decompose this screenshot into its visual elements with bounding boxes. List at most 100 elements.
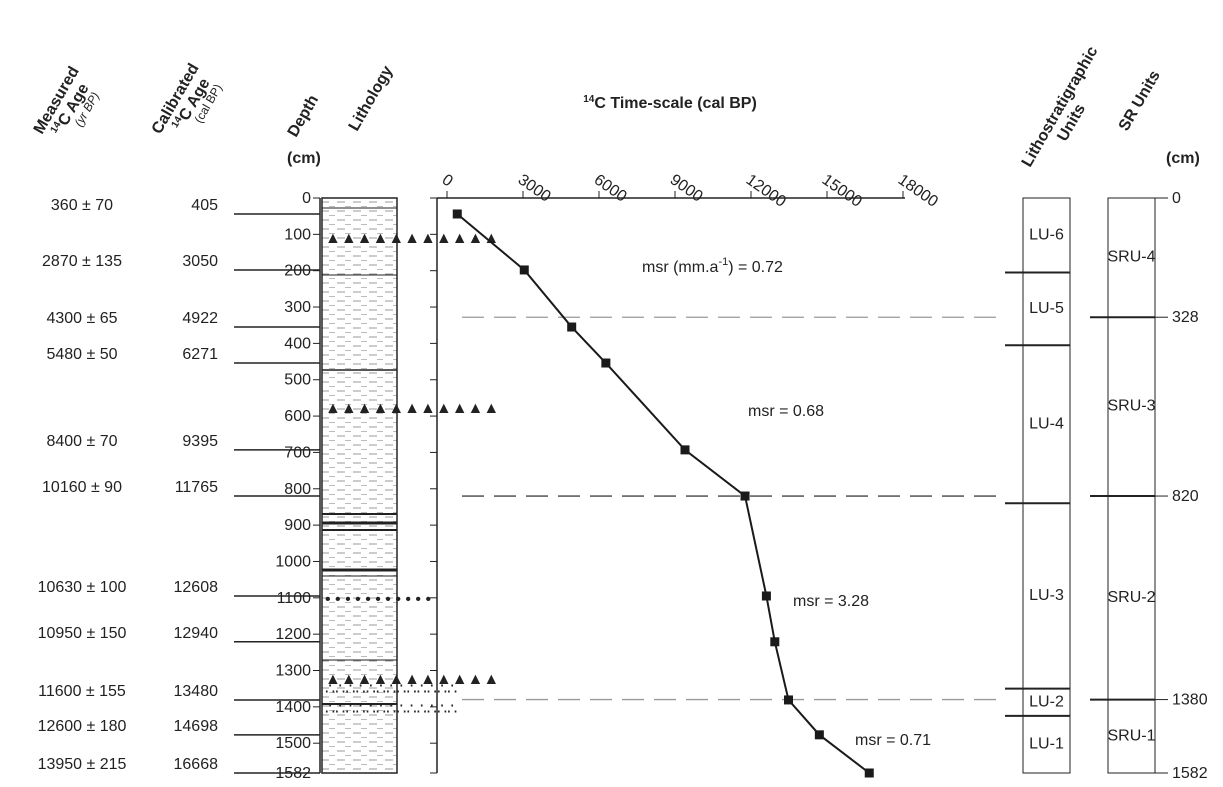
measured-age: 13950 ± 215: [38, 756, 127, 773]
lithology-beds: [322, 207, 397, 705]
symbol-row: ▲▲▲▲▲▲▲▲▲▲▲: [325, 230, 499, 247]
unit-label: SRU-1: [1107, 727, 1155, 744]
unit-label: LU-1: [1029, 735, 1064, 752]
annotation-text: msr (mm.a: [642, 259, 719, 276]
msr-annotation: msr = 0.68: [748, 403, 824, 420]
depth-tick-label: 1100: [277, 590, 312, 607]
symbol-row: ∴∴∴∴∴∴∴∴∴∴∴∴∴: [325, 701, 457, 718]
unit-label: LU-2: [1029, 693, 1064, 710]
age-point: [814, 730, 824, 740]
unit-label: SRU-2: [1107, 589, 1155, 606]
sr-unit: (cm): [1166, 150, 1200, 167]
depth-tick-label: 700: [284, 444, 311, 461]
measured-age: 10630 ± 100: [38, 579, 127, 596]
sr-boundary-label: 820: [1172, 488, 1199, 505]
unit-label: LU-4: [1029, 415, 1064, 432]
measured-age: 12600 ± 180: [38, 718, 127, 735]
age-point: [519, 265, 529, 275]
measured-age: 11600 ± 155: [38, 683, 126, 700]
age-depth-line: [456, 213, 870, 774]
calibrated-age: 3050: [182, 253, 218, 270]
depth-tick-label: 1400: [275, 699, 311, 716]
depth-tick-label: 900: [284, 517, 311, 534]
lithology-symbols: ▲▲▲▲▲▲▲▲▲▲▲ ▲▲▲▲▲▲▲▲▲▲▲ • • • • • • • • …: [325, 230, 499, 718]
x-tick-label: 3000: [515, 171, 554, 205]
calibrated-header: Calibrated 14C Age (cal BP): [149, 61, 225, 137]
x-tick-label: 12000: [743, 171, 789, 211]
age-point: [601, 358, 611, 368]
symbol-row: ▲▲▲▲▲▲▲▲▲▲▲: [325, 671, 499, 688]
unit-label: LU-3: [1029, 587, 1064, 604]
lithology-header: Lithology: [346, 63, 397, 134]
chart-title: 14C Time-scale (cal BP): [583, 94, 757, 112]
symbol-row: ▲▲▲▲▲▲▲▲▲▲▲: [325, 400, 499, 417]
calibrated-age: 405: [191, 197, 218, 214]
depth-tick-label: 300: [284, 299, 311, 316]
measured-age: 10950 ± 150: [38, 625, 127, 642]
depth-tick-label: 100: [284, 226, 311, 243]
x-tick-label: 0: [439, 171, 456, 190]
header-line: Lithostratigraphic: [1019, 44, 1102, 170]
msr-annotation: msr (mm.a-1) = 0.72: [642, 256, 783, 276]
header-sup: 14: [49, 120, 64, 136]
depth-tick-label: 600: [284, 408, 311, 425]
measured-age: 2870 ± 135: [42, 253, 122, 270]
litho-units-column: [1022, 197, 1071, 774]
symbol-row: • • • • • • • • • • •: [325, 591, 431, 608]
age-point: [770, 637, 780, 647]
x-tick-label: 18000: [895, 171, 941, 211]
calibrated-age: 13480: [174, 683, 219, 700]
age-point: [740, 491, 750, 501]
lithology-column: [321, 197, 398, 774]
calibrated-age: 11765: [175, 479, 218, 496]
age-point: [567, 322, 577, 332]
age-point: [452, 209, 462, 219]
depth-tick-label: 1000: [275, 553, 311, 570]
measured-header: Measured 14C Age (yr BP): [31, 64, 103, 137]
annotation-text: msr = 0.68: [748, 403, 824, 420]
depth-tick-label: 800: [284, 481, 311, 498]
depth-tick-label: 1200: [275, 626, 311, 643]
unit-label: SRU-4: [1107, 249, 1155, 266]
measured-age: 4300 ± 65: [46, 310, 117, 327]
annotation-sup: -1: [718, 256, 728, 268]
age-point: [680, 445, 690, 455]
unit-label: SRU-3: [1107, 398, 1155, 415]
calibrated-age: 4922: [182, 310, 218, 327]
litho-units-header: Lithostratigraphic Units: [1019, 44, 1102, 170]
age-point: [864, 768, 874, 778]
depth-tick-label: 0: [302, 190, 311, 207]
calibrated-age: 14698: [174, 718, 219, 735]
age-point: [761, 591, 771, 601]
msr-annotation: msr = 0.71: [855, 732, 931, 749]
depth-unit: (cm): [287, 150, 321, 167]
depth-tick-label: 400: [284, 335, 311, 352]
depth-tick-label: 1300: [275, 663, 311, 680]
sr-units-column: [1107, 197, 1156, 774]
annotation-text: msr = 3.28: [793, 593, 869, 610]
x-tick-label: 9000: [667, 171, 706, 205]
msr-annotation: msr = 3.28: [793, 593, 869, 610]
sr-boundary-label: 0: [1172, 190, 1181, 207]
sr-boundary-label: 1582: [1172, 765, 1208, 782]
calibrated-age: 12940: [174, 625, 219, 642]
title-sup: 14: [583, 94, 595, 105]
depth-header: Depth: [285, 92, 322, 140]
depth-tick-label: 200: [284, 263, 311, 280]
depth-tick-label: 1500: [275, 735, 311, 752]
header-sup: 14: [170, 114, 185, 130]
sr-boundary-label: 1380: [1172, 692, 1208, 709]
measured-age: 5480 ± 50: [46, 346, 117, 363]
calibrated-age: 6271: [182, 346, 218, 363]
unit-label: LU-6: [1029, 226, 1064, 243]
depth-tick-label: 500: [284, 372, 311, 389]
measured-age: 8400 ± 70: [46, 433, 117, 450]
measured-age: 360 ± 70: [51, 197, 113, 214]
symbol-row: ∴∴∴∴∴∴∴∴∴∴∴∴∴: [325, 681, 457, 698]
calibrated-age: 12608: [174, 579, 219, 596]
x-tick-label: 15000: [819, 171, 865, 211]
annotation-text: ) = 0.72: [728, 259, 783, 276]
x-tick-label: 6000: [591, 171, 630, 205]
measured-age: 10160 ± 90: [42, 479, 122, 496]
